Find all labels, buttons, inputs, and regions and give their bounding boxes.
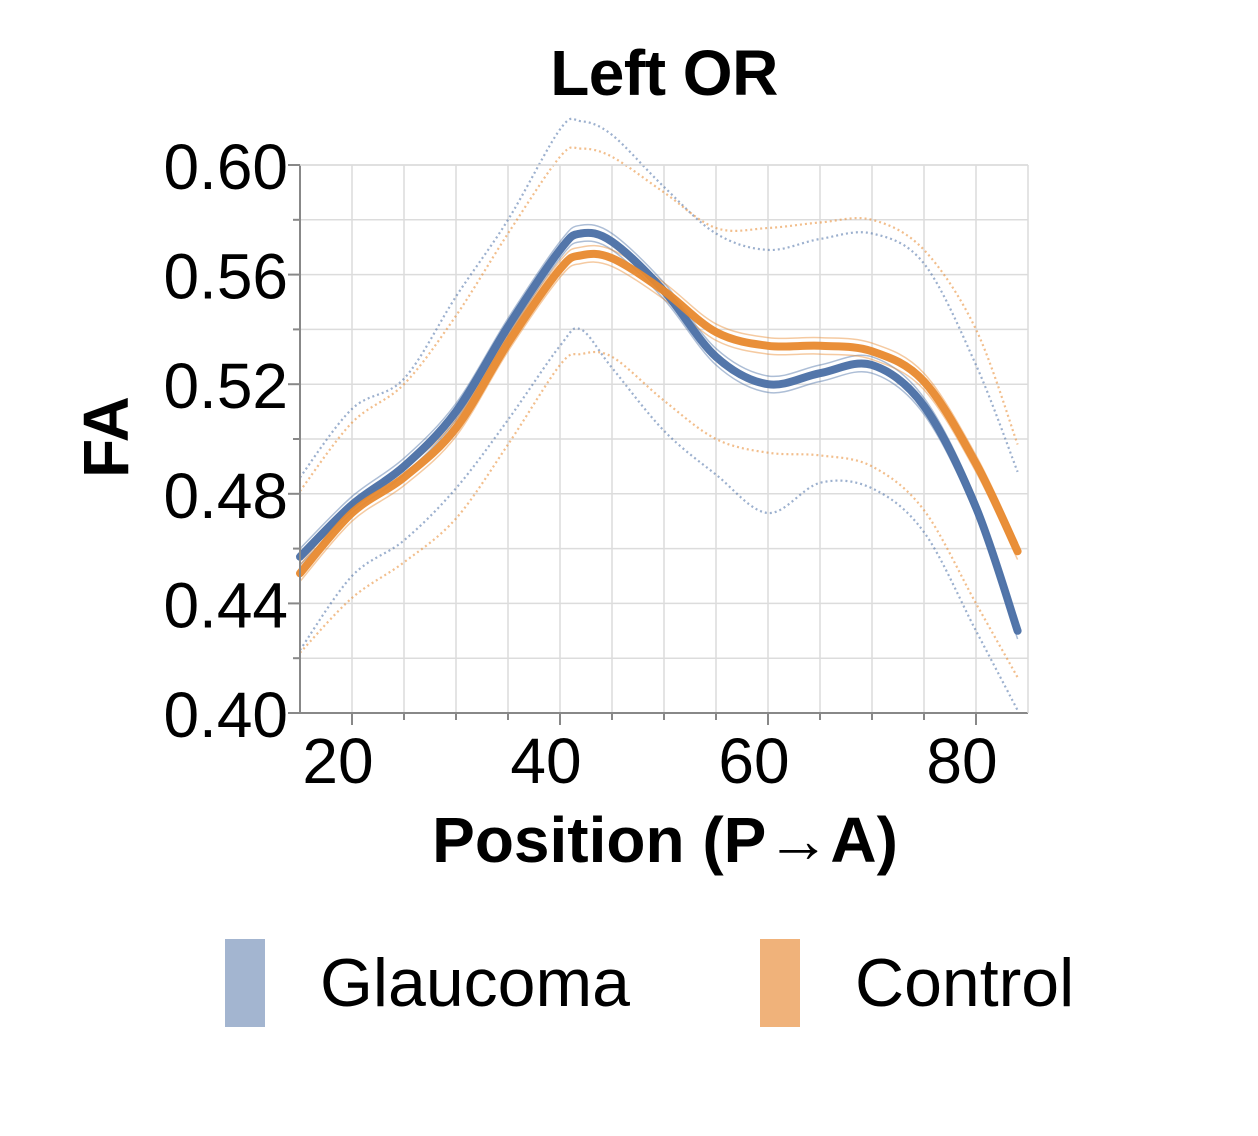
legend-item-control: Control <box>760 938 1074 1028</box>
legend-swatch-glaucoma <box>225 939 265 1027</box>
x-axis-label: Position (P→A) <box>432 804 898 876</box>
control-ci-lower <box>299 350 1019 678</box>
glaucoma-mean-line <box>296 228 1022 635</box>
legend-item-glaucoma: Glaucoma <box>225 938 630 1028</box>
glaucoma-ci-upper <box>299 117 1019 479</box>
y-tick-label: 0.60 <box>163 131 288 203</box>
control-halo-lower <box>299 261 1019 582</box>
glaucoma-halo-lower <box>299 240 1019 640</box>
legend-label-control: Control <box>855 945 1075 1021</box>
legend-swatch-control <box>760 939 800 1027</box>
glaucoma-halo-upper <box>299 223 1019 623</box>
x-tick-label: 40 <box>510 725 581 797</box>
y-tick-label: 0.40 <box>163 679 288 751</box>
grid <box>300 164 1028 714</box>
x-tick-label: 80 <box>926 725 997 797</box>
y-tick-label: 0.52 <box>163 350 288 422</box>
series-lines <box>296 223 1022 640</box>
glaucoma-ci-lower <box>299 327 1019 711</box>
confidence-bands <box>299 117 1019 711</box>
control-ci-upper <box>299 146 1019 492</box>
y-axis-label: FA <box>70 396 142 478</box>
legend: Glaucoma Control <box>0 938 1258 1028</box>
control-mean-line <box>296 249 1022 578</box>
y-tick-label: 0.44 <box>163 569 288 641</box>
chart-title: Left OR <box>550 37 778 109</box>
x-tick-label: 20 <box>302 725 373 797</box>
y-tick-label: 0.48 <box>163 460 288 532</box>
axes <box>288 164 1029 725</box>
x-tick-label: 60 <box>718 725 789 797</box>
legend-label-glaucoma: Glaucoma <box>320 945 630 1021</box>
y-tick-label: 0.56 <box>163 241 288 313</box>
